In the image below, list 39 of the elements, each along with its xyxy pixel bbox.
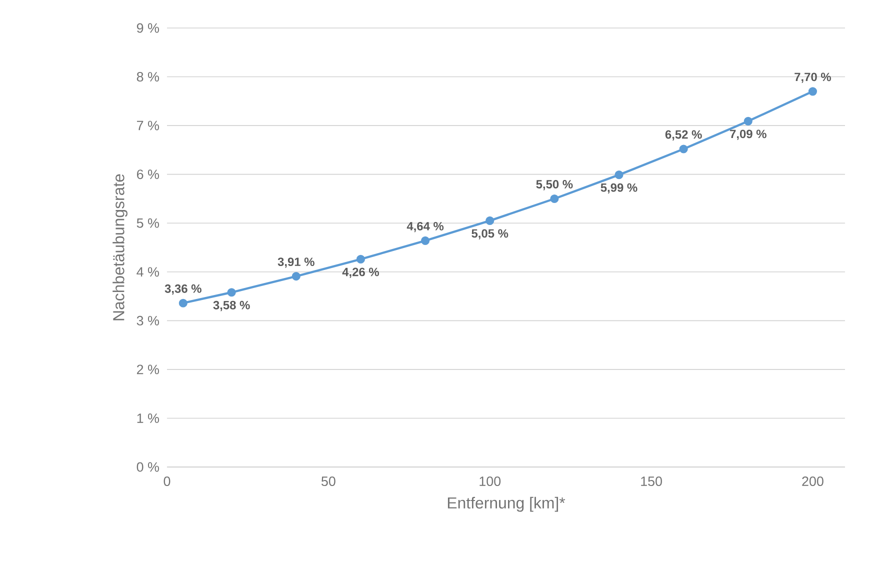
data-label: 3,58 % <box>213 300 250 312</box>
data-label: 5,05 % <box>472 229 508 240</box>
point <box>808 87 818 96</box>
y-tick-label: 1 % <box>137 414 159 423</box>
point <box>421 236 430 245</box>
y-tick-label: 8 % <box>136 72 159 82</box>
data-label: 7,70 % <box>794 72 831 83</box>
y-tick-label: 3 % <box>136 316 159 326</box>
x-tick-label: 50 <box>321 476 336 486</box>
data-label: 7,09 % <box>730 130 766 140</box>
point <box>292 272 300 281</box>
point <box>178 298 188 308</box>
y-tick-label: 4 % <box>136 267 159 277</box>
data-label: 4,26 % <box>342 268 379 278</box>
point <box>679 144 688 154</box>
point <box>356 254 365 264</box>
y-tick-label: 0 % <box>136 462 159 472</box>
data-label: 3,91 % <box>278 258 314 268</box>
y-tick-label: 5 % <box>136 218 159 228</box>
x-tick-label: 200 <box>802 476 824 486</box>
x-tick-label: 100 <box>480 476 501 486</box>
data-label: 4,64 % <box>406 222 444 232</box>
data-label: 6,52 % <box>665 130 702 140</box>
y-tick-label: 9 % <box>136 23 159 33</box>
y-axis-title: Nachbetäubungsrate <box>112 174 128 320</box>
point <box>614 170 624 180</box>
x-axis-title: Entfernung [km]* <box>448 496 566 512</box>
y-tick-label: 6 % <box>136 170 159 180</box>
x-tick-label: 150 <box>641 476 662 486</box>
data-label: 3,36 % <box>164 284 202 295</box>
point <box>486 216 494 225</box>
y-tick-label: 7 % <box>136 120 159 130</box>
y-tick-label: 2 % <box>136 364 159 374</box>
data-label: 5,50 % <box>536 180 573 190</box>
x-tick-label: 0 <box>164 476 170 486</box>
point <box>744 116 752 126</box>
point <box>227 288 236 297</box>
data-label: 5,99 % <box>600 183 638 194</box>
point <box>550 194 559 204</box>
